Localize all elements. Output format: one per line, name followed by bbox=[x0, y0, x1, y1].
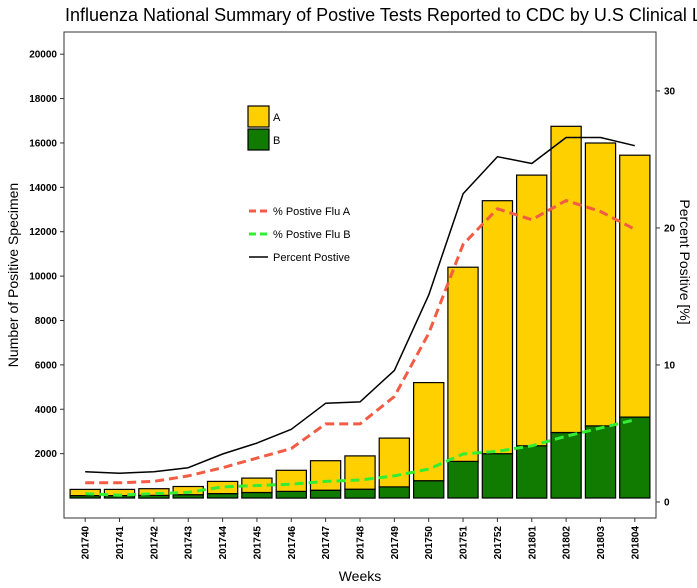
y-tick-label: 12000 bbox=[29, 227, 57, 238]
bar-A-201742 bbox=[138, 488, 170, 497]
x-tick-label: 201746 bbox=[287, 526, 298, 560]
x-tick-label: 201751 bbox=[459, 526, 470, 560]
bar-B-201801 bbox=[515, 445, 548, 499]
y-tick-label: 8000 bbox=[35, 316, 58, 327]
x-tick-label: 201752 bbox=[493, 526, 504, 560]
x-tick-label: 201744 bbox=[218, 526, 229, 560]
bar-A-201751 bbox=[447, 266, 479, 463]
line-postive-flu-b bbox=[85, 418, 636, 497]
bar-B-201804 bbox=[619, 416, 651, 499]
y-axis-title: Number of Positive Specimen bbox=[5, 183, 21, 367]
x-tick-label: 201747 bbox=[321, 526, 332, 560]
x-tick-label: 201749 bbox=[390, 526, 401, 560]
chart-title: Influenza National Summary of Postive Te… bbox=[65, 5, 697, 25]
y-tick-label: 18000 bbox=[29, 94, 57, 105]
y2-tick-label: 10 bbox=[664, 360, 676, 371]
bar-A-201802 bbox=[550, 125, 582, 434]
bar-B-201747 bbox=[309, 489, 342, 499]
bar-B-201745 bbox=[241, 491, 273, 499]
bar-B-201744 bbox=[206, 493, 239, 499]
x-tick-label: 201803 bbox=[596, 526, 607, 560]
legend-key-A bbox=[247, 105, 270, 128]
y-tick-label: 4000 bbox=[35, 405, 58, 416]
bar-A-201804 bbox=[619, 154, 651, 418]
x-tick-label: 201748 bbox=[356, 526, 367, 560]
bar-B-201750 bbox=[413, 480, 445, 499]
y-tick-label: 14000 bbox=[29, 183, 57, 194]
bar-B-201803 bbox=[584, 425, 617, 499]
bar-B-201746 bbox=[275, 490, 308, 499]
bar-A-201744 bbox=[206, 480, 239, 495]
line-layer bbox=[85, 136, 636, 497]
x-tick-label: 201745 bbox=[252, 526, 263, 560]
legend: AB % Postive Flu A % Postive Flu B Percent … bbox=[247, 105, 351, 264]
legend-key-B bbox=[247, 128, 270, 151]
x-axis: 201740 201741 201742 201743 201744 201745 2017… bbox=[81, 518, 641, 560]
x-tick-label: 201750 bbox=[424, 526, 435, 560]
bar-A-201748 bbox=[344, 455, 376, 490]
y2-tick-label: 30 bbox=[664, 86, 676, 97]
x-tick-label: 201741 bbox=[115, 526, 126, 560]
bar-A-201746 bbox=[275, 469, 308, 492]
line-percent-postive bbox=[85, 136, 635, 474]
x-tick-label: 201801 bbox=[527, 526, 538, 560]
legend-line-label: % Postive Flu B bbox=[273, 229, 351, 241]
y-axis-right: 0 10 20 30 bbox=[656, 86, 676, 508]
y-tick-label: 2000 bbox=[35, 449, 58, 460]
y-tick-label: 16000 bbox=[29, 138, 57, 149]
legend-line-label: % Postive Flu A bbox=[273, 206, 351, 218]
x-tick-label: 201802 bbox=[562, 526, 573, 560]
bar-B-201748 bbox=[344, 488, 376, 499]
legend-label-B: B bbox=[273, 135, 280, 147]
y-tick-label: 6000 bbox=[35, 360, 58, 371]
y-axis-left: 2000 4000 6000 8000 10000 12000 14000 16000 1800… bbox=[29, 50, 64, 460]
legend-line-label: Percent Postive bbox=[273, 252, 350, 264]
bar-layer bbox=[69, 125, 651, 499]
x-axis-title: Weeks bbox=[339, 568, 382, 584]
bar-A-201749 bbox=[378, 437, 411, 488]
y-tick-label: 20000 bbox=[29, 50, 57, 61]
bar-B-201752 bbox=[481, 453, 514, 499]
x-tick-label: 201742 bbox=[149, 526, 160, 560]
x-tick-label: 201743 bbox=[184, 526, 195, 560]
y-tick-label: 10000 bbox=[29, 272, 57, 283]
bar-A-201801 bbox=[515, 174, 548, 447]
bar-A-201803 bbox=[584, 142, 617, 427]
y2-axis-title: Percent Positive [%] bbox=[677, 199, 693, 324]
x-tick-label: 201740 bbox=[81, 526, 92, 560]
bar-A-201747 bbox=[309, 460, 342, 491]
bar-A-201740 bbox=[69, 488, 101, 497]
bar-A-201752 bbox=[481, 200, 514, 455]
x-tick-label: 201804 bbox=[630, 526, 641, 560]
bar-B-201802 bbox=[550, 432, 582, 499]
legend-label-A: A bbox=[273, 112, 281, 124]
y2-tick-label: 0 bbox=[664, 497, 670, 508]
line-postive-flu-a bbox=[85, 199, 636, 485]
bar-B-201751 bbox=[447, 460, 479, 499]
y2-tick-label: 20 bbox=[664, 223, 676, 234]
bar-B-201749 bbox=[378, 486, 411, 499]
